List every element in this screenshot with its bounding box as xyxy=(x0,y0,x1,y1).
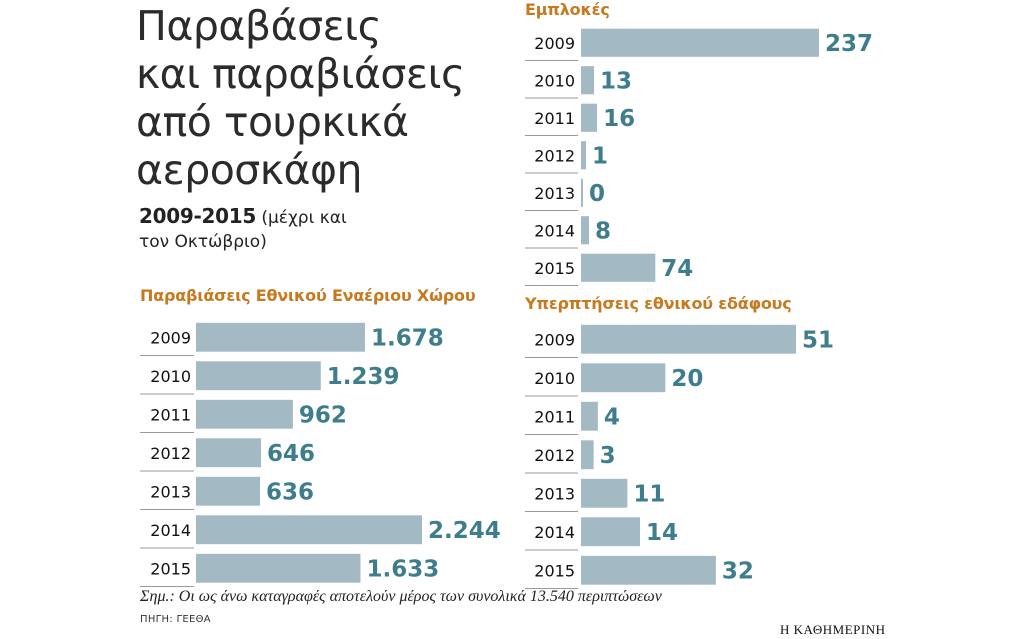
bar-value-label: 1.239 xyxy=(327,364,400,390)
bar xyxy=(581,440,594,470)
bar-value-label: 646 xyxy=(267,441,315,467)
year-tick-label: 2010 xyxy=(150,367,191,386)
bar xyxy=(196,476,261,506)
year-tick-label: 2013 xyxy=(534,184,575,203)
bar-value-label: 8 xyxy=(595,218,611,244)
title-line: αεροσκάφη xyxy=(136,146,363,194)
bar xyxy=(581,253,656,282)
title-line: Παραβάσεις xyxy=(136,2,382,50)
year-tick-label: 2012 xyxy=(534,446,575,465)
bar xyxy=(581,28,819,57)
bar-value-label: 11 xyxy=(633,481,665,507)
year-tick-label: 2014 xyxy=(150,521,191,540)
year-tick-label: 2015 xyxy=(534,259,575,278)
year-tick-label: 2011 xyxy=(150,405,191,424)
bar xyxy=(196,322,365,352)
bar-value-label: 13 xyxy=(600,68,632,94)
bar xyxy=(196,515,422,545)
year-tick-label: 2011 xyxy=(534,407,575,426)
year-tick-label: 2013 xyxy=(534,484,575,503)
year-tick-label: 2015 xyxy=(534,561,575,580)
year-tick-label: 2012 xyxy=(534,146,575,165)
period-note-line-2: τον Οκτώβριο) xyxy=(139,232,267,252)
bar xyxy=(581,401,598,431)
main-title: Παραβάσεις και παραβιάσεις από τουρκικά … xyxy=(136,2,466,194)
bar-value-label: 2.244 xyxy=(428,518,501,544)
year-tick-label: 2009 xyxy=(150,328,191,347)
period-note: (μέχρι και xyxy=(255,208,347,228)
year-tick-label: 2014 xyxy=(534,523,575,542)
year-tick-label: 2013 xyxy=(150,482,191,501)
source-credit: ΠΗΓΗ: ΓΕΕΘΑ xyxy=(140,614,211,625)
bar xyxy=(581,103,598,132)
bar-value-label: 1.633 xyxy=(366,556,439,582)
bar xyxy=(581,178,583,207)
year-tick-label: 2011 xyxy=(534,109,575,128)
bar xyxy=(581,216,590,245)
chart-title-overflights: Υπερπτήσεις εθνικού εδάφους xyxy=(525,294,792,313)
bar-value-label: 51 xyxy=(802,327,834,353)
year-tick-label: 2010 xyxy=(534,369,575,388)
bar-value-label: 32 xyxy=(722,558,754,584)
bar-value-label: 1.678 xyxy=(371,325,444,351)
year-tick-label: 2014 xyxy=(534,221,575,240)
bar-value-label: 4 xyxy=(604,404,620,430)
year-tick-label: 2010 xyxy=(534,71,575,90)
bar-value-label: 237 xyxy=(825,31,873,57)
bar xyxy=(581,517,641,547)
footnote: Σημ.: Οι ως άνω καταγραφές αποτελούν μέρ… xyxy=(140,588,662,605)
year-tick-label: 2012 xyxy=(150,444,191,463)
bar xyxy=(581,141,586,170)
bar xyxy=(196,361,321,391)
chart-title-airspace: Παραβιάσεις Εθνικού Εναέριου Χώρου xyxy=(140,286,476,305)
bar-value-label: 3 xyxy=(600,443,616,469)
bar xyxy=(196,553,361,583)
bar-value-label: 14 xyxy=(646,520,678,546)
bar xyxy=(581,66,595,95)
bar-value-label: 74 xyxy=(661,256,693,282)
bar xyxy=(581,478,628,508)
bar-value-label: 636 xyxy=(266,479,314,505)
period-years: 2009-2015 xyxy=(139,204,256,228)
bar xyxy=(196,438,262,468)
year-tick-label: 2009 xyxy=(534,330,575,349)
bar xyxy=(581,324,796,354)
title-line: και παραβιάσεις xyxy=(136,50,465,98)
chart-title-emplokes: Εμπλοκές xyxy=(525,0,610,19)
year-tick-label: 2009 xyxy=(534,34,575,53)
period-subtitle: 2009-2015 (μέχρι και τον Οκτώβριο) xyxy=(139,204,347,254)
bar xyxy=(196,399,293,429)
bar xyxy=(581,555,716,585)
title-line: από τουρκικά xyxy=(136,98,409,146)
bar-value-label: 1 xyxy=(592,143,608,169)
bar-value-label: 0 xyxy=(589,181,605,207)
bar-value-label: 20 xyxy=(671,366,703,392)
bar xyxy=(581,363,666,393)
publisher-logo: Η ΚΑΘΗΜΕΡΙΝΗ xyxy=(780,622,886,637)
year-tick-label: 2015 xyxy=(150,559,191,578)
bar-value-label: 16 xyxy=(603,106,635,132)
bar-value-label: 962 xyxy=(299,402,347,428)
